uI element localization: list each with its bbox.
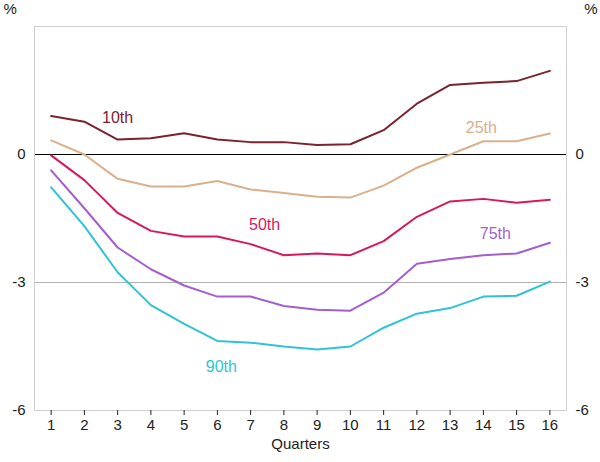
svg-text:-6: -6 [12,401,25,418]
svg-text:10: 10 [342,416,359,433]
svg-text:6: 6 [213,416,221,433]
svg-text:8: 8 [280,416,288,433]
svg-text:%: % [4,0,17,17]
svg-text:Quarters: Quarters [271,435,329,452]
svg-text:16: 16 [542,416,559,433]
svg-text:0: 0 [17,145,25,162]
svg-text:12: 12 [409,416,426,433]
svg-text:-3: -3 [12,273,25,290]
svg-text:15: 15 [508,416,525,433]
svg-text:5: 5 [180,416,188,433]
svg-text:2: 2 [80,416,88,433]
svg-text:%: % [584,0,597,17]
svg-text:90th: 90th [206,358,237,375]
svg-text:-6: -6 [576,401,589,418]
svg-text:7: 7 [246,416,254,433]
svg-text:4: 4 [147,416,155,433]
svg-text:50th: 50th [249,216,280,233]
svg-text:-3: -3 [576,273,589,290]
svg-text:75th: 75th [480,225,511,242]
svg-text:3: 3 [113,416,121,433]
svg-text:13: 13 [442,416,459,433]
svg-text:9: 9 [313,416,321,433]
svg-text:0: 0 [576,145,584,162]
svg-text:14: 14 [475,416,492,433]
svg-text:25th: 25th [466,119,497,136]
svg-text:10th: 10th [102,109,133,126]
svg-text:11: 11 [376,416,392,433]
svg-text:1: 1 [47,416,55,433]
